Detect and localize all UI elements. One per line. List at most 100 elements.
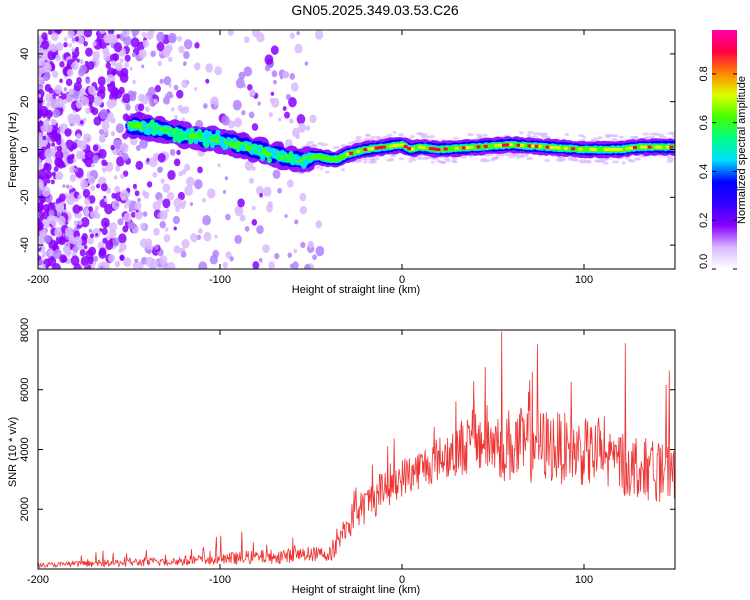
noise-blob: [55, 150, 64, 161]
noise-blob: [289, 32, 296, 39]
halo-blob: [558, 156, 565, 160]
ridge-peak: [400, 143, 404, 147]
noise-blob: [173, 245, 181, 254]
noise-blob: [173, 158, 181, 167]
noise-blob: [168, 56, 173, 63]
noise-blob: [131, 211, 137, 218]
noise-blob: [115, 165, 121, 172]
noise-blob: [56, 138, 62, 146]
noise-blob: [304, 61, 309, 66]
noise-blob: [98, 128, 104, 135]
ridge-peak: [498, 143, 503, 147]
noise-blob: [77, 194, 82, 200]
noise-blob: [50, 179, 55, 185]
noise-blob: [38, 202, 45, 211]
noise-blob: [43, 251, 48, 257]
noise-blob: [75, 100, 83, 109]
halo-blob: [365, 134, 371, 138]
noise-blob: [44, 234, 52, 244]
halo-blob: [582, 135, 587, 139]
noise-blob: [132, 91, 137, 96]
noise-blob: [47, 50, 56, 61]
ridge-peak: [614, 148, 619, 151]
ridge-blob: [215, 129, 221, 136]
ridge-peak: [618, 148, 623, 151]
noise-blob: [95, 232, 99, 237]
noise-blob: [68, 185, 73, 190]
ridge-peak: [381, 145, 386, 149]
noise-blob: [38, 98, 43, 104]
noise-blob: [130, 37, 140, 48]
noise-blob: [38, 74, 41, 80]
noise-blob: [305, 125, 311, 131]
noise-blob: [262, 244, 270, 254]
noise-blob: [84, 198, 91, 206]
noise-blob: [251, 205, 256, 211]
noise-blob: [168, 83, 172, 88]
noise-blob: [307, 240, 314, 249]
halo-blob: [610, 138, 619, 142]
noise-blob: [73, 236, 83, 247]
noise-blob: [166, 208, 170, 213]
noise-blob: [38, 37, 42, 43]
noise-blob: [108, 254, 116, 263]
noise-blob: [264, 64, 271, 72]
ridge-peak: [563, 146, 568, 150]
noise-blob: [87, 236, 94, 245]
noise-blob: [96, 183, 101, 189]
noise-blob: [48, 87, 54, 94]
noise-blob: [269, 97, 275, 104]
noise-blob: [252, 261, 260, 269]
noise-blob: [53, 248, 62, 260]
noise-blob: [157, 152, 166, 163]
ridge-blob: [157, 129, 163, 136]
noise-blob: [53, 166, 59, 172]
noise-blob: [296, 114, 306, 125]
ridge-blob: [172, 136, 178, 143]
noise-blob: [198, 261, 208, 269]
noise-blob: [38, 178, 44, 190]
noise-blob: [146, 157, 150, 162]
ridge-peak: [436, 148, 441, 151]
noise-blob: [95, 205, 99, 211]
halo-blob: [666, 155, 673, 159]
noise-blob: [39, 66, 46, 74]
ridge-blob: [221, 144, 227, 151]
noise-blob: [145, 106, 150, 112]
noise-blob: [90, 185, 96, 192]
noise-blob: [173, 226, 177, 231]
ridge-peak: [370, 147, 375, 151]
noise-blob: [205, 78, 210, 84]
noise-blob: [55, 42, 64, 52]
noise-blob: [52, 108, 61, 119]
noise-blob: [125, 104, 131, 111]
noise-blob: [119, 142, 129, 154]
halo-blob: [363, 158, 369, 162]
noise-blob: [81, 233, 88, 241]
noise-blob: [38, 187, 42, 197]
noise-blob: [227, 30, 234, 36]
halo-blob: [374, 135, 381, 139]
halo-blob: [648, 135, 656, 139]
noise-blob: [111, 60, 117, 67]
halo-blob: [445, 159, 451, 163]
halo-blob: [355, 135, 363, 139]
colorbar-tick-label: 0.6: [698, 115, 710, 130]
noise-blob: [225, 213, 231, 221]
noise-blob: [48, 30, 53, 35]
noise-blob: [214, 66, 223, 76]
snr-xtick-label: 100: [575, 574, 593, 586]
ridge-blob: [203, 133, 209, 140]
noise-blob: [162, 183, 171, 193]
noise-blob: [138, 49, 147, 59]
noise-blob: [85, 78, 91, 85]
colorbar-tick-label: 0.2: [698, 213, 710, 228]
ridge-peak: [640, 145, 645, 149]
halo-blob: [481, 133, 488, 137]
ridge-peak: [396, 143, 401, 147]
spectrogram-ytick-label: -20: [19, 189, 31, 205]
halo-blob: [398, 133, 404, 137]
snr-ytick-label: 8000: [19, 318, 31, 342]
noise-blob: [134, 190, 140, 197]
